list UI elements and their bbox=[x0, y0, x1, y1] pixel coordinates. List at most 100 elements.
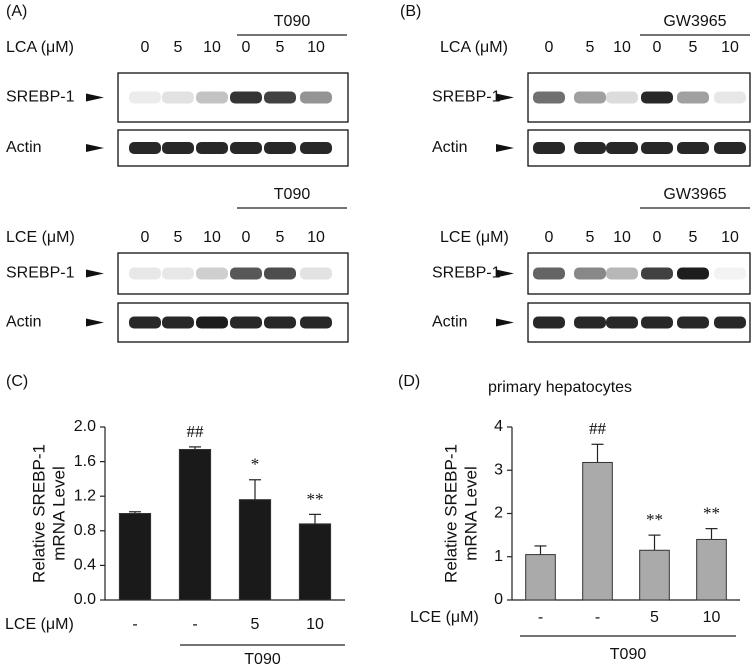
y-axis-label: mRNA Level bbox=[461, 466, 480, 560]
band bbox=[264, 91, 296, 104]
dose: 5 bbox=[276, 39, 285, 56]
bar bbox=[298, 523, 332, 601]
x-tick-label: - bbox=[595, 609, 600, 626]
significance: ** bbox=[646, 510, 663, 529]
y-tick-label: 1 bbox=[494, 548, 503, 565]
dose: 0 bbox=[545, 39, 554, 56]
band bbox=[641, 142, 673, 154]
arrowhead bbox=[496, 318, 514, 327]
band bbox=[714, 142, 746, 154]
dose: 0 bbox=[242, 39, 251, 56]
dose: 10 bbox=[721, 229, 739, 246]
dose-label: LCE (μM) bbox=[6, 229, 75, 246]
significance: ** bbox=[307, 489, 324, 508]
dose: 5 bbox=[174, 229, 183, 246]
band bbox=[230, 267, 262, 280]
band bbox=[714, 91, 746, 104]
bar bbox=[238, 499, 272, 601]
treatment-label: T090 bbox=[274, 13, 311, 30]
arrowhead bbox=[496, 269, 514, 278]
x-tick-label: 5 bbox=[650, 609, 659, 626]
y-tick-label: 0 bbox=[494, 591, 503, 608]
significance: ## bbox=[589, 419, 607, 438]
band bbox=[606, 91, 638, 104]
y-tick-label: 2 bbox=[494, 505, 503, 522]
bar bbox=[639, 549, 670, 601]
treatment-label: GW3965 bbox=[663, 13, 726, 30]
band bbox=[677, 91, 709, 104]
y-tick-label: 2.0 bbox=[74, 418, 96, 435]
row-label: Actin bbox=[432, 139, 468, 156]
band bbox=[606, 267, 638, 280]
row-label: Actin bbox=[6, 139, 42, 156]
band bbox=[574, 267, 606, 280]
bar bbox=[582, 461, 613, 601]
band bbox=[574, 316, 606, 329]
dose: 5 bbox=[586, 229, 595, 246]
bar bbox=[178, 448, 212, 601]
dose: 5 bbox=[276, 229, 285, 246]
dose-label: LCE (μM) bbox=[440, 229, 509, 246]
panel-label: (B) bbox=[400, 3, 421, 20]
band bbox=[264, 316, 296, 329]
y-axis-label: Relative SREBP-1 bbox=[441, 444, 460, 583]
dose: 5 bbox=[174, 39, 183, 56]
chart-title: primary hepatocytes bbox=[488, 379, 632, 396]
band bbox=[196, 142, 228, 154]
dose: 10 bbox=[613, 229, 631, 246]
band bbox=[714, 267, 746, 280]
arrowhead bbox=[496, 93, 514, 102]
y-tick-label: 0.8 bbox=[74, 522, 96, 539]
y-tick-label: 1.2 bbox=[74, 487, 96, 504]
dose: 5 bbox=[689, 39, 698, 56]
panel-label: (A) bbox=[6, 3, 27, 20]
dose: 10 bbox=[307, 229, 325, 246]
band bbox=[641, 91, 673, 104]
panel-label: (D) bbox=[398, 373, 420, 390]
band bbox=[574, 91, 606, 104]
band bbox=[129, 142, 161, 154]
y-axis-label: mRNA Level bbox=[49, 466, 68, 560]
arrowhead bbox=[86, 144, 104, 152]
row-label: Actin bbox=[432, 314, 468, 331]
band bbox=[162, 267, 194, 280]
significance: * bbox=[251, 455, 260, 474]
x-row-label: LCE (μM) bbox=[410, 609, 479, 626]
dose-label: LCA (μM) bbox=[440, 39, 508, 56]
band bbox=[533, 91, 565, 104]
bar bbox=[118, 513, 152, 601]
band bbox=[677, 142, 709, 154]
row-label: SREBP-1 bbox=[432, 265, 501, 282]
dose: 0 bbox=[653, 229, 662, 246]
significance: ## bbox=[187, 422, 205, 441]
band bbox=[533, 142, 565, 154]
x-row-label: LCE (μM) bbox=[5, 616, 74, 633]
dose: 10 bbox=[307, 39, 325, 56]
significance: ** bbox=[703, 504, 720, 523]
band bbox=[196, 267, 228, 280]
arrowhead bbox=[496, 144, 514, 152]
x-tick-label: - bbox=[192, 616, 197, 633]
x-tick-label: 10 bbox=[306, 616, 324, 633]
arrowhead bbox=[86, 318, 104, 327]
band bbox=[264, 267, 296, 280]
band bbox=[641, 267, 673, 280]
x-tick-label: 10 bbox=[703, 609, 721, 626]
dose: 0 bbox=[545, 229, 554, 246]
band bbox=[300, 316, 332, 329]
y-axis-label: Relative SREBP-1 bbox=[29, 444, 48, 583]
band bbox=[677, 267, 709, 280]
dose: 10 bbox=[721, 39, 739, 56]
band bbox=[129, 91, 161, 104]
band bbox=[162, 91, 194, 104]
band bbox=[264, 142, 296, 154]
group-label: T090 bbox=[610, 646, 647, 663]
y-tick-label: 1.6 bbox=[74, 453, 96, 470]
dose: 0 bbox=[141, 229, 150, 246]
dose-label: LCA (μM) bbox=[6, 39, 74, 56]
panel-label: (C) bbox=[6, 373, 28, 390]
bar bbox=[696, 538, 727, 601]
row-label: Actin bbox=[6, 314, 42, 331]
band bbox=[677, 316, 709, 329]
